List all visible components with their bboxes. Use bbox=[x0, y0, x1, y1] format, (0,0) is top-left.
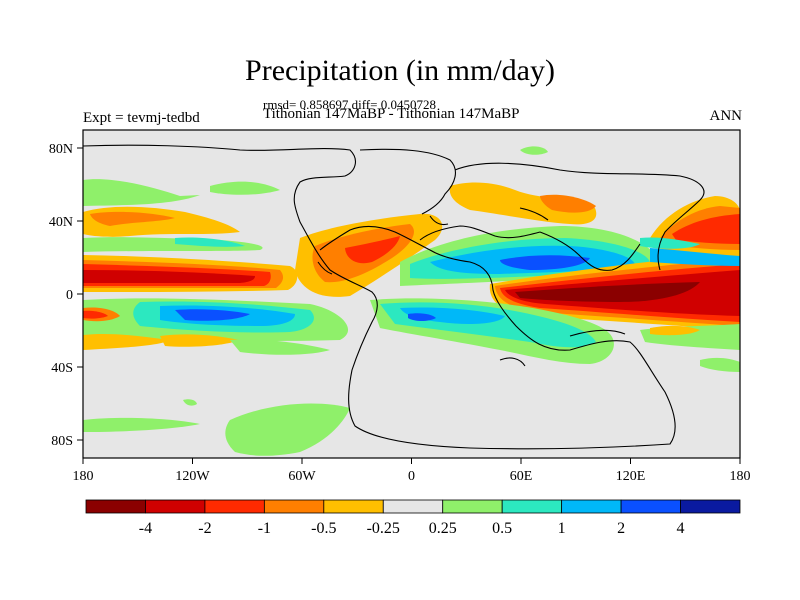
field-patch bbox=[83, 179, 200, 206]
season-label: ANN bbox=[709, 108, 743, 124]
field-patch bbox=[210, 181, 280, 195]
field-patch bbox=[83, 310, 108, 319]
coastline bbox=[569, 329, 626, 337]
field-patch bbox=[449, 182, 597, 225]
stats-label: rmsd= 0.858697 diff= 0.0450728 bbox=[263, 97, 436, 112]
colorbar-label: -0.25 bbox=[367, 520, 400, 537]
lat-tick-label: 40S bbox=[51, 361, 73, 376]
colorbar-label: 2 bbox=[617, 520, 625, 537]
field-patch bbox=[175, 309, 250, 321]
field-patch bbox=[640, 237, 700, 249]
coastline bbox=[454, 162, 705, 271]
map-title: Precipitation (in mm/day) bbox=[245, 54, 555, 87]
field-patch bbox=[700, 357, 740, 372]
colorbar-swatch bbox=[145, 499, 206, 514]
field-patch bbox=[83, 417, 200, 432]
field-patch bbox=[650, 248, 740, 266]
lat-tick-label: 0 bbox=[66, 288, 73, 303]
lat-tick-label: 80N bbox=[49, 142, 73, 157]
coastlines bbox=[82, 144, 705, 450]
colorbar-swatch bbox=[85, 499, 146, 514]
field-patch bbox=[520, 146, 548, 155]
lat-tick-label: 40N bbox=[49, 215, 73, 230]
colorbar-label: 1 bbox=[558, 520, 566, 537]
field-patch bbox=[540, 194, 596, 213]
colorbar-label: 4 bbox=[677, 520, 685, 537]
coastline bbox=[519, 207, 549, 221]
colorbar-label: -0.5 bbox=[311, 520, 336, 537]
experiment-label: Expt = tevmj-tedbd bbox=[83, 110, 200, 126]
lon-tick-label: 0 bbox=[408, 469, 415, 484]
field-patch bbox=[175, 237, 245, 247]
tick-marks bbox=[77, 147, 741, 464]
lon-tick-label: 120E bbox=[616, 469, 646, 484]
colorbar-swatch bbox=[561, 499, 622, 514]
colorbar-swatch bbox=[442, 499, 503, 514]
lon-tick-label: 60E bbox=[510, 469, 533, 484]
field-patch bbox=[345, 236, 400, 264]
field-patch bbox=[230, 339, 330, 355]
field-patch bbox=[672, 214, 740, 244]
field-patch bbox=[650, 325, 700, 336]
subtitle-label: Tithonian 147MaBP - Tithonian 147MaBP bbox=[263, 106, 520, 122]
field-patch bbox=[83, 270, 255, 283]
colorbar-label: -2 bbox=[198, 520, 211, 537]
coastline bbox=[317, 261, 333, 275]
field-patch bbox=[160, 334, 240, 347]
coastline bbox=[82, 144, 676, 450]
coastline bbox=[419, 225, 541, 241]
coastline bbox=[359, 148, 456, 215]
lon-tick-label: 180 bbox=[730, 469, 751, 484]
colorbar-label: -1 bbox=[258, 520, 271, 537]
field-patch bbox=[500, 255, 590, 270]
colorbar-swatch bbox=[620, 499, 681, 514]
coastline bbox=[429, 215, 449, 226]
field-patch bbox=[83, 333, 170, 350]
colorbar-label: 0.25 bbox=[429, 520, 457, 537]
field-patch bbox=[225, 403, 350, 456]
colorbar: -4 -2 -1 -0.5 -0.25 0.25 0.5 1 2 4 bbox=[85, 499, 741, 537]
colorbar-swatch bbox=[382, 499, 444, 514]
lon-tick-label: 120W bbox=[175, 469, 210, 484]
precip-field bbox=[83, 130, 740, 458]
colorbar-swatch bbox=[204, 499, 265, 514]
field-patch bbox=[408, 313, 436, 321]
field-patch bbox=[515, 282, 700, 302]
lon-tick-label: 180 bbox=[73, 469, 94, 484]
colorbar-label: 0.5 bbox=[492, 520, 512, 537]
colorbar-swatch bbox=[680, 499, 741, 514]
colorbar-swatch bbox=[501, 499, 563, 514]
colorbar-label: -4 bbox=[139, 520, 152, 537]
lon-tick-label: 60W bbox=[288, 469, 316, 484]
colorbar-swatch bbox=[323, 499, 384, 514]
coastline bbox=[539, 231, 641, 271]
coastline bbox=[499, 357, 526, 367]
field-patch bbox=[183, 399, 197, 406]
field-patch bbox=[90, 211, 175, 226]
colorbar-swatch bbox=[263, 499, 325, 514]
lat-tick-label: 80S bbox=[51, 434, 73, 449]
